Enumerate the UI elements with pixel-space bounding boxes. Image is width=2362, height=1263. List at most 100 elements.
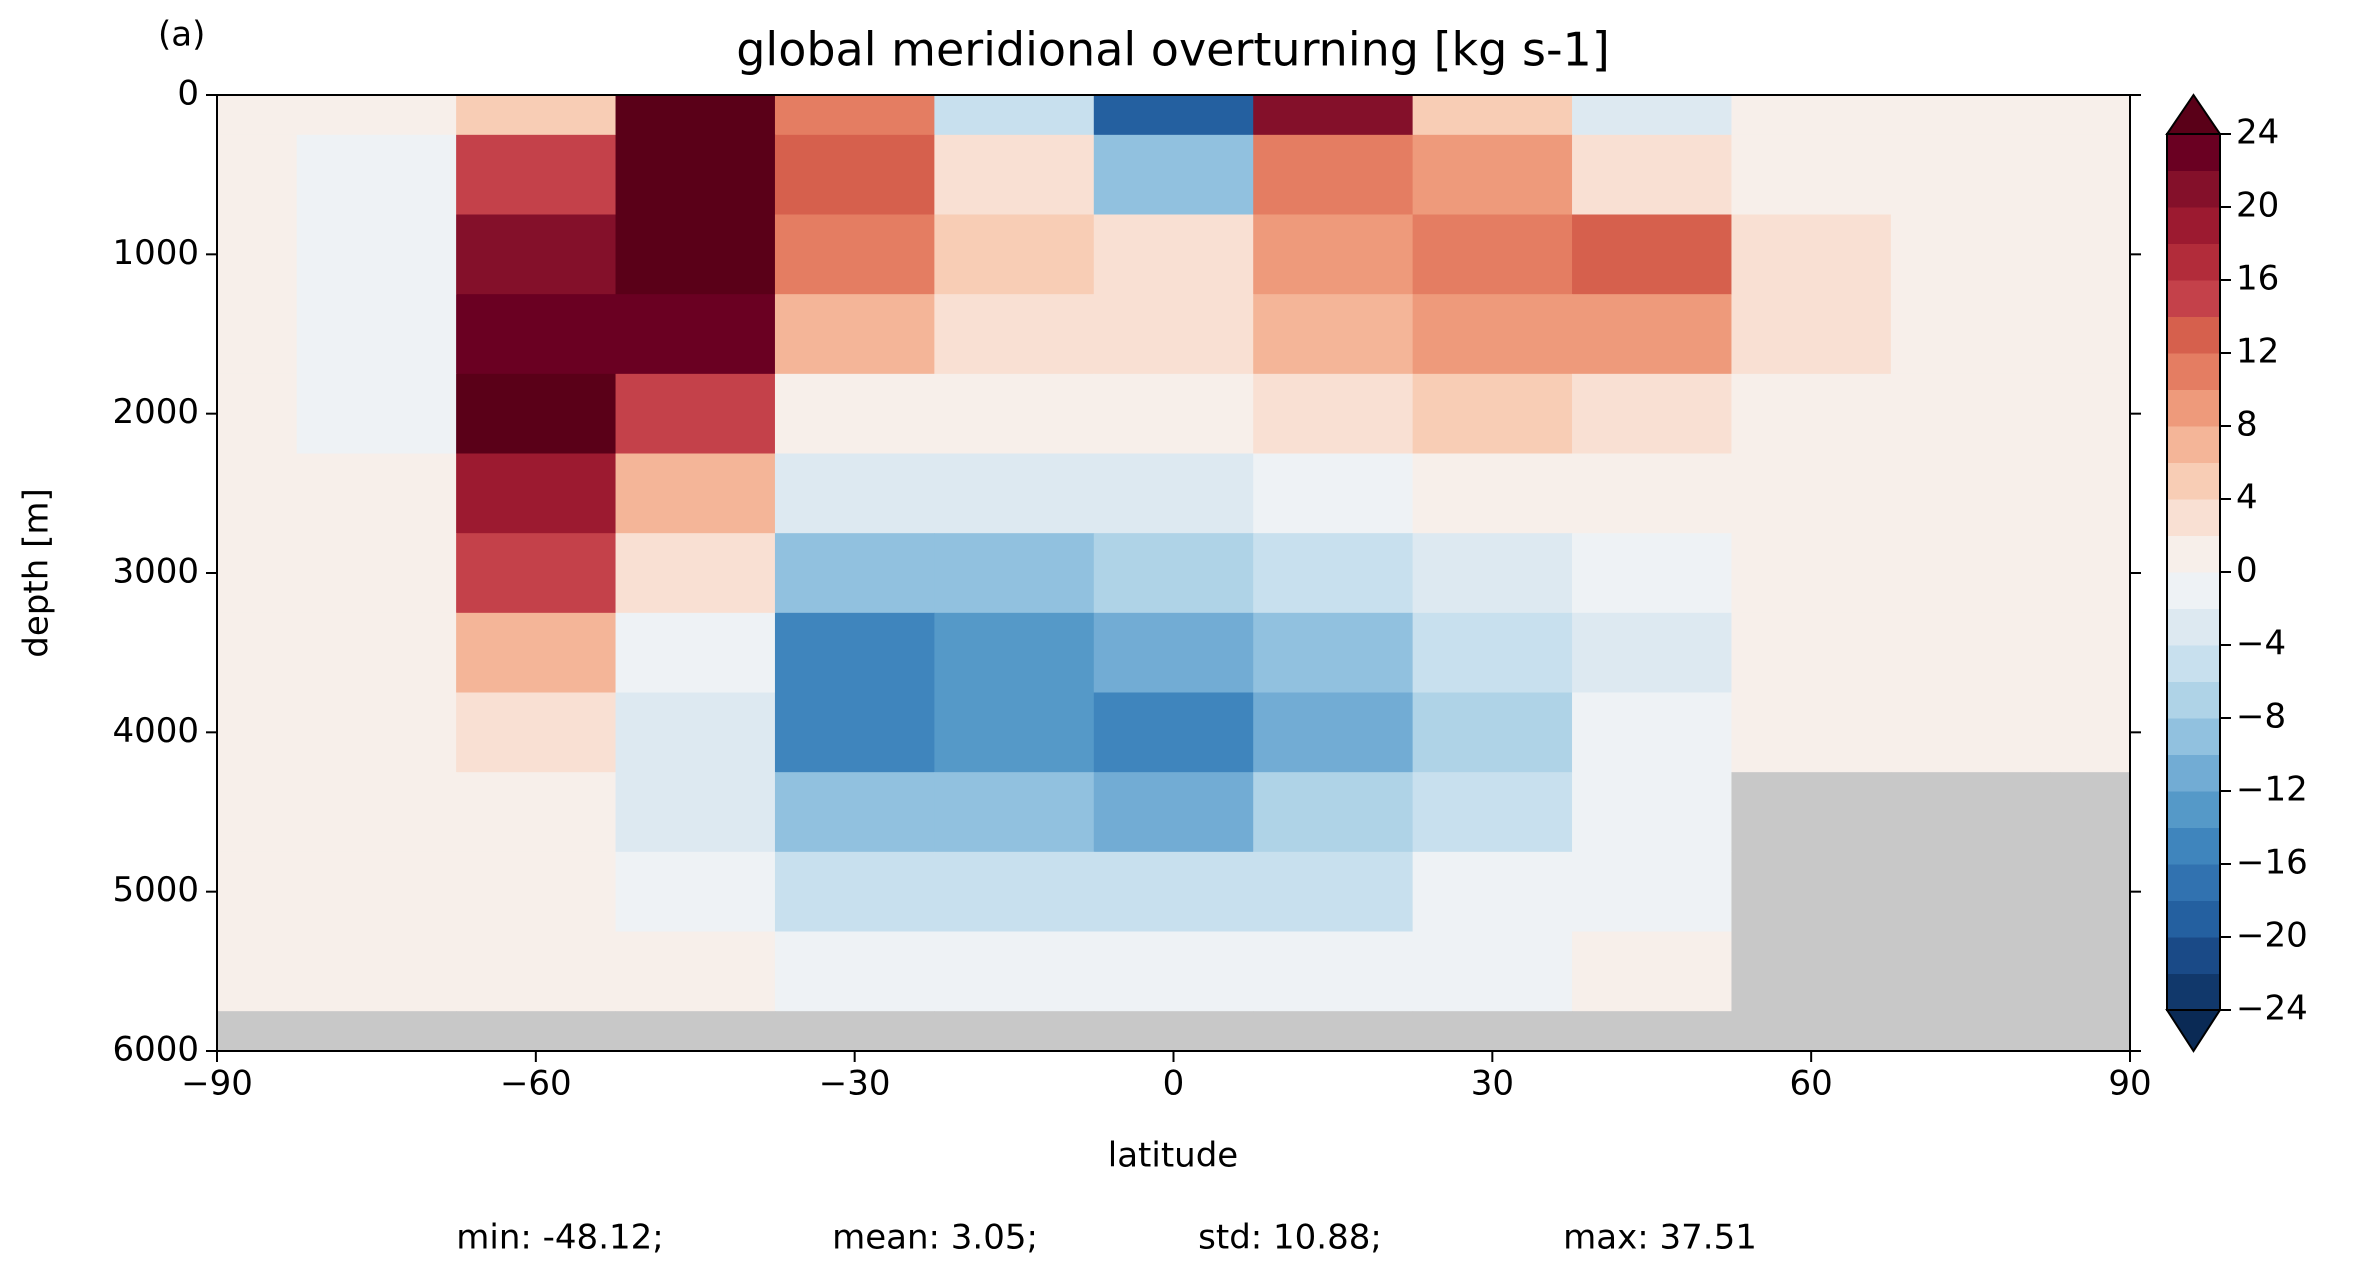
contour-cell — [456, 931, 617, 1012]
colorbar-tick-label: −24 — [2236, 989, 2308, 1029]
colorbar-tick-label: 4 — [2236, 478, 2258, 518]
contour-cell — [615, 931, 776, 1012]
y-axis-label: depth [m] — [17, 488, 57, 657]
contour-cell — [296, 134, 457, 215]
contour-cell — [934, 772, 1095, 853]
colorbar-cell — [2167, 608, 2220, 646]
contour-cell — [296, 772, 457, 853]
colorbar-cell — [2167, 426, 2220, 463]
contour-cell — [296, 373, 457, 454]
colorbar-cell — [2167, 645, 2220, 682]
contour-cell — [774, 851, 935, 932]
contour-cell — [1412, 134, 1573, 215]
colorbar-tick-label: −20 — [2236, 916, 2308, 956]
contour-cell — [774, 772, 935, 853]
contour-cell — [2050, 214, 2131, 295]
colorbar-cell — [2167, 754, 2220, 792]
x-tick-label: −30 — [819, 1064, 891, 1104]
contour-cell — [296, 95, 457, 136]
contour-cell — [1253, 134, 1414, 215]
contour-cell — [456, 214, 617, 295]
contour-cell — [2050, 294, 2131, 375]
land-mask — [2050, 1011, 2131, 1052]
contour-cell — [774, 692, 935, 773]
contour-cell — [217, 533, 298, 614]
stat-text: mean: 3.05; — [832, 1218, 1038, 1258]
contour-cell — [1890, 294, 2051, 375]
contour-cell — [296, 612, 457, 693]
x-tick-label: 30 — [1471, 1064, 1514, 1104]
contour-cell — [1412, 373, 1573, 454]
contour-cell — [1412, 851, 1573, 932]
contour-cell — [1093, 134, 1254, 215]
contour-cell — [934, 214, 1095, 295]
contour-cell — [774, 612, 935, 693]
contour-cell — [615, 453, 776, 534]
contour-cell — [217, 453, 298, 534]
contour-cell — [1253, 612, 1414, 693]
stat-text: max: 37.51 — [1563, 1218, 1757, 1258]
colorbar-tick-label: 0 — [2236, 551, 2258, 591]
contour-cell — [456, 453, 617, 534]
contour-cell — [217, 214, 298, 295]
x-tick-label: 90 — [2108, 1064, 2151, 1104]
contour-cell — [1731, 294, 1892, 375]
colorbar-tick-label: 8 — [2236, 405, 2258, 445]
colorbar-cell — [2167, 134, 2220, 171]
contour-cell — [1253, 931, 1414, 1012]
land-mask — [296, 1011, 457, 1052]
contour-cell — [456, 294, 617, 375]
colorbar-cell — [2167, 900, 2220, 938]
x-tick-label: 0 — [1163, 1064, 1185, 1104]
contour-cell — [1412, 772, 1573, 853]
land-mask — [1890, 931, 2051, 1012]
contour-cell — [456, 692, 617, 773]
contour-cell — [1093, 95, 1254, 136]
contour-cell — [934, 612, 1095, 693]
x-tick-label: 60 — [1790, 1064, 1833, 1104]
contour-cell — [1412, 453, 1573, 534]
colorbar-tick-label: −16 — [2236, 843, 2308, 883]
colorbar-tick-label: −12 — [2236, 770, 2308, 810]
contour-cell — [1572, 95, 1732, 136]
contour-cell — [1731, 214, 1892, 295]
contour-cell — [1253, 214, 1414, 295]
contour-cell — [1253, 692, 1414, 773]
contour-cell — [1093, 931, 1254, 1012]
contour-cell — [1253, 851, 1414, 932]
contour-cell — [1093, 612, 1254, 693]
contour-cell — [1093, 294, 1254, 375]
land-mask — [615, 1011, 776, 1052]
contour-cell — [934, 95, 1095, 136]
contour-cell — [615, 851, 776, 932]
contour-cell — [1890, 612, 2051, 693]
contour-cell — [934, 294, 1095, 375]
colorbar-cell — [2167, 353, 2220, 390]
contour-cell — [1731, 612, 1892, 693]
colorbar-cell — [2167, 973, 2220, 1011]
contour-cell — [2050, 533, 2131, 614]
contour-cell — [2050, 612, 2131, 693]
contour-cell — [934, 453, 1095, 534]
colorbar-cell — [2167, 462, 2220, 500]
colorbar-tick-label: 16 — [2236, 259, 2279, 299]
colorbar-cell — [2167, 170, 2220, 208]
contour-cell — [217, 294, 298, 375]
contour-cell — [1093, 851, 1254, 932]
contour-cell — [296, 294, 457, 375]
contour-cell — [456, 851, 617, 932]
land-mask — [1572, 1011, 1732, 1052]
contour-cell — [1572, 134, 1732, 215]
x-axis-label: latitude — [1108, 1136, 1238, 1176]
land-mask — [2050, 931, 2131, 1012]
colorbar-tick-label: −4 — [2236, 624, 2286, 664]
contour-cell — [774, 453, 935, 534]
colorbar-cell — [2167, 389, 2220, 427]
contour-cell — [934, 134, 1095, 215]
contour-cell — [1412, 931, 1573, 1012]
contour-cell — [217, 373, 298, 454]
land-mask — [1731, 851, 1892, 932]
contour-cell — [774, 294, 935, 375]
